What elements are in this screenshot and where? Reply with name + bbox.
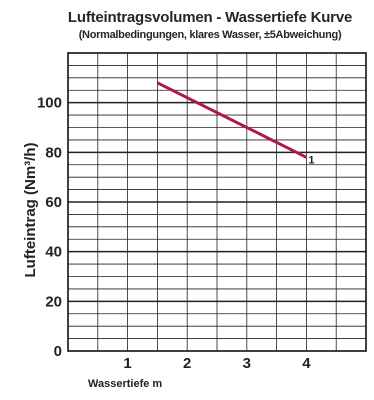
series-label: 1: [308, 154, 314, 166]
series-lines: 1: [156, 81, 315, 166]
series-line: [156, 81, 308, 159]
x-tick-labels: 1 2 3 4: [123, 355, 311, 372]
x-tick-label: 1: [123, 355, 131, 372]
y-tick-label: 60: [45, 194, 62, 211]
x-axis-label: Wassertiefe m: [88, 378, 162, 390]
y-tick-label: 0: [54, 343, 62, 360]
y-tick-label: 40: [45, 244, 62, 261]
y-tick-labels: 0 20 40 60 80 100: [37, 95, 62, 360]
y-tick-label: 80: [45, 144, 62, 161]
chart-subtitle: (Normalbedingungen, klares Wasser, ±5Abw…: [78, 29, 342, 41]
y-tick-label: 100: [37, 95, 62, 112]
y-tick-label: 20: [45, 293, 62, 310]
chart-title: Lufteintragsvolumen - Wassertiefe Kurve: [67, 9, 353, 26]
y-axis-label: Lufteintrag (Nm³/h): [22, 143, 39, 278]
x-tick-label: 2: [183, 355, 191, 372]
plot-frame: [67, 52, 367, 352]
grid-lines: [68, 53, 366, 351]
x-tick-label: 3: [243, 355, 251, 372]
x-tick-label: 4: [302, 355, 311, 372]
